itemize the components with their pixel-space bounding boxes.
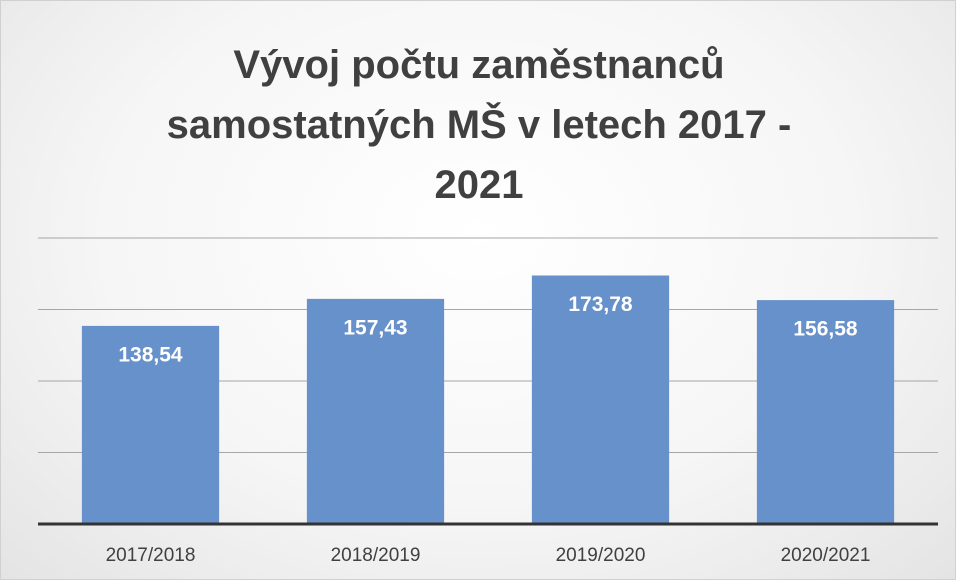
bar: [531, 275, 670, 524]
data-label: 138,54: [118, 343, 183, 366]
chart-title: Vývoj počtu zaměstnanců samostatných MŠ …: [166, 43, 792, 207]
bar: [306, 298, 445, 524]
bar: [81, 325, 220, 524]
data-label: 173,78: [568, 293, 633, 316]
bar: [756, 300, 895, 524]
data-label: 156,58: [793, 318, 858, 341]
x-tick-label: 2017/2018: [106, 545, 196, 566]
x-tick-label: 2020/2021: [781, 545, 871, 566]
data-label: 157,43: [343, 316, 407, 339]
x-tick-label: 2019/2020: [556, 545, 646, 566]
x-tick-label: 2018/2019: [331, 545, 421, 566]
